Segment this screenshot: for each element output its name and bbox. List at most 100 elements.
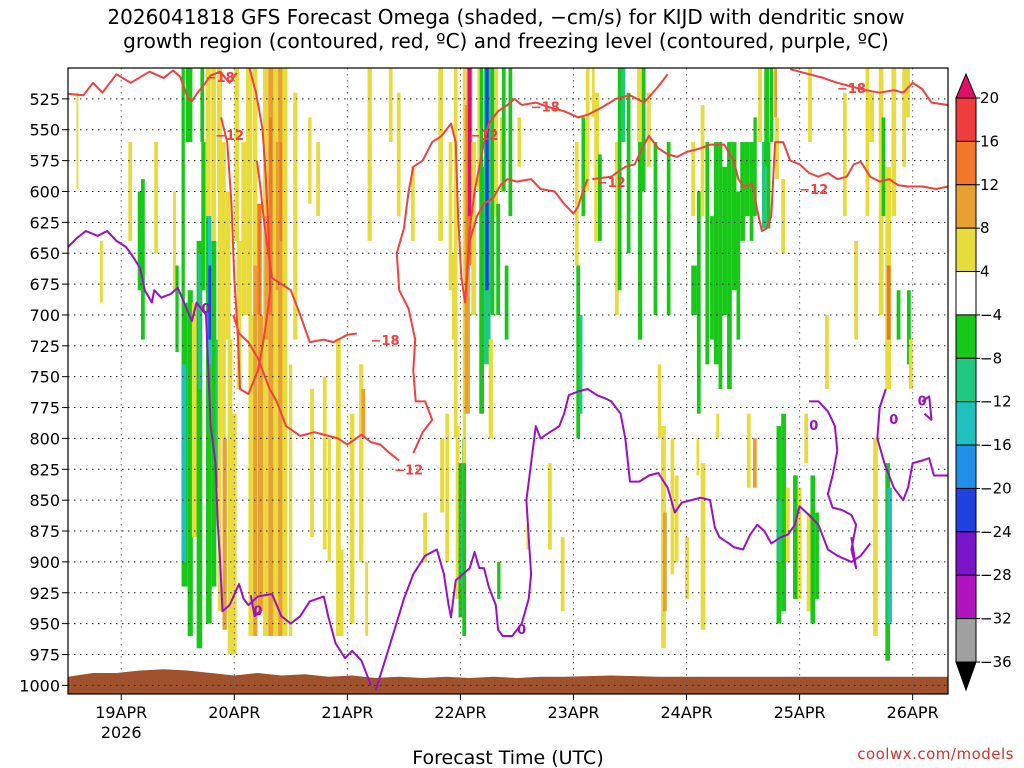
omega-cell-11 bbox=[185, 68, 193, 143]
omega-cell-51 bbox=[293, 92, 298, 340]
colorbar-bin--12-to--8 bbox=[955, 357, 977, 403]
colorbar-label-20: 20 bbox=[980, 89, 999, 107]
omega-cell-130 bbox=[700, 463, 706, 630]
x-tick-label-20APR: 20APR bbox=[208, 703, 260, 722]
omega-cell-91 bbox=[494, 68, 499, 217]
omega-cell-62 bbox=[365, 561, 369, 636]
dgz-contour-label-6: −18 bbox=[531, 101, 560, 116]
omega-cell-148 bbox=[761, 142, 767, 229]
freezing-contour-label-0: 0 bbox=[202, 302, 211, 317]
freezing-contour-label-2: 0 bbox=[517, 623, 526, 638]
omega-cell-169 bbox=[865, 68, 870, 217]
omega-cell-31 bbox=[231, 413, 237, 655]
x-axis-title: Forecast Time (UTC) bbox=[412, 747, 603, 768]
omega-cell-15 bbox=[198, 253, 202, 390]
colorbar-bin--28-to--24 bbox=[955, 531, 977, 576]
colorbar-bin--20-to--16 bbox=[955, 444, 977, 489]
omega-cell-142 bbox=[744, 142, 750, 217]
y-axis: 525 550 575 600 625 650 675 700 725 750 775 800 825 8… bbox=[19, 90, 68, 695]
dgz-contour-2 bbox=[232, 314, 400, 462]
omega-cell-158 bbox=[785, 487, 790, 562]
x-tick-label-26APR: 26APR bbox=[887, 703, 939, 722]
colorbar-bin-4-to-8 bbox=[955, 227, 977, 273]
omega-cell-45 bbox=[273, 68, 279, 636]
omega-cell-164 bbox=[810, 475, 816, 624]
omega-cell-36 bbox=[248, 314, 254, 636]
omega-cell-177 bbox=[887, 487, 892, 624]
omega-cell-66 bbox=[410, 166, 415, 241]
omega-cell-125 bbox=[685, 537, 689, 599]
omega-cell-139 bbox=[731, 142, 737, 291]
x-tick-year-label: 2026 bbox=[101, 723, 142, 742]
omega-cell-118 bbox=[653, 142, 658, 315]
x-tick-label-25APR: 25APR bbox=[774, 703, 826, 722]
contour-layer: −18 −12 −12 −18 −12 −12 −18 −12 −18 0 0 0 0 0 0 bbox=[68, 68, 948, 691]
omega-cell-81 bbox=[467, 68, 472, 217]
y-tick-label-825: 825 bbox=[29, 460, 60, 479]
omega-cell-52 bbox=[308, 117, 312, 204]
x-tick-label-24APR: 24APR bbox=[661, 703, 713, 722]
y-tick-label-525: 525 bbox=[29, 90, 60, 109]
omega-cell-180 bbox=[902, 68, 907, 167]
dgz-contour-label-4: −12 bbox=[597, 176, 626, 191]
omega-cell-19 bbox=[206, 216, 212, 624]
omega-cell-104 bbox=[579, 314, 583, 414]
omega-cell-47 bbox=[278, 68, 283, 636]
dgz-contour-6 bbox=[521, 73, 669, 119]
omega-cell-26 bbox=[217, 191, 222, 612]
omega-cell-14 bbox=[196, 240, 203, 649]
omega-cell-73 bbox=[453, 68, 458, 439]
colorbar-bottom-arrow bbox=[955, 661, 977, 692]
omega-cell-171 bbox=[873, 438, 878, 636]
omega-cell-152 bbox=[774, 68, 777, 118]
colorbar-bin-16-to-20 bbox=[955, 97, 977, 142]
omega-cell-56 bbox=[327, 438, 331, 562]
omega-cell-77 bbox=[462, 438, 467, 636]
y-tick-label-850: 850 bbox=[29, 491, 60, 510]
omega-cell-38 bbox=[253, 265, 258, 636]
omega-cell-133 bbox=[710, 216, 714, 340]
omega-cell-30 bbox=[227, 339, 233, 655]
omega-cell-16 bbox=[200, 68, 205, 143]
omega-shading-layer bbox=[76, 68, 913, 661]
omega-cell-49 bbox=[282, 68, 288, 636]
dgz-contour-5 bbox=[464, 178, 589, 303]
omega-cell-1 bbox=[100, 240, 103, 303]
omega-cell-54 bbox=[316, 142, 321, 217]
omega-cell-108 bbox=[594, 92, 599, 241]
omega-cell-128 bbox=[696, 438, 700, 476]
omega-cell-71 bbox=[448, 142, 453, 291]
omega-cell-68 bbox=[438, 68, 443, 241]
omega-cell-0 bbox=[76, 92, 79, 190]
omega-cell-111 bbox=[617, 68, 622, 291]
omega-cell-65 bbox=[396, 92, 401, 217]
omega-cell-132 bbox=[705, 142, 710, 365]
y-tick-label-975: 975 bbox=[29, 645, 60, 664]
colorbar-label--32: −32 bbox=[980, 610, 1012, 628]
omega-cell-33 bbox=[236, 240, 242, 390]
omega-cell-155 bbox=[777, 500, 781, 562]
omega-cell-122 bbox=[666, 142, 671, 315]
omega-cell-70 bbox=[445, 413, 450, 562]
y-tick-label-1000: 1000 bbox=[19, 676, 60, 695]
omega-cell-140 bbox=[736, 191, 741, 340]
omega-cell-113 bbox=[626, 92, 631, 254]
y-tick-label-700: 700 bbox=[29, 306, 60, 325]
dgz-contour-label-1: −12 bbox=[215, 129, 244, 144]
omega-cell-23 bbox=[211, 240, 217, 587]
y-tick-label-750: 750 bbox=[29, 368, 60, 387]
omega-cell-32 bbox=[234, 68, 240, 241]
omega-cell-124 bbox=[674, 475, 679, 562]
omega-cell-145 bbox=[753, 117, 757, 217]
freezing-contour-5 bbox=[921, 395, 933, 421]
omega-cell-138 bbox=[727, 142, 732, 390]
y-tick-label-900: 900 bbox=[29, 553, 60, 572]
omega-cell-48 bbox=[279, 142, 283, 241]
omega-cell-34 bbox=[241, 142, 247, 315]
omega-cell-61 bbox=[361, 389, 366, 439]
omega-cell-8 bbox=[181, 68, 185, 303]
omega-cell-88 bbox=[485, 68, 489, 291]
omega-cell-121 bbox=[662, 512, 667, 612]
omega-cell-162 bbox=[806, 512, 811, 612]
